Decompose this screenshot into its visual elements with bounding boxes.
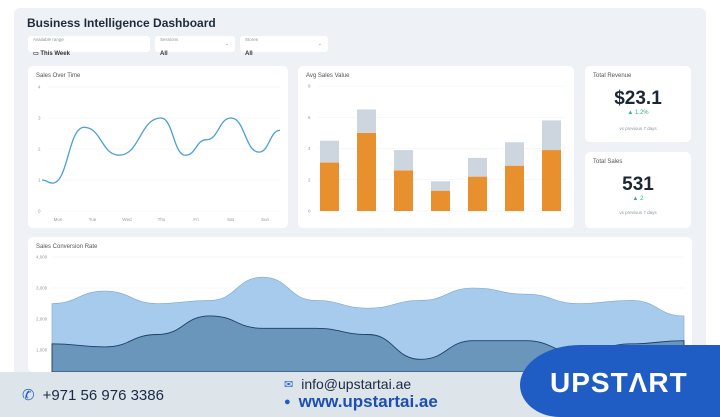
phone-icon: ✆ — [22, 387, 35, 404]
website-link[interactable]: www.upstartai.ae — [298, 392, 438, 411]
y-tick-label: 4,000 — [36, 255, 48, 260]
y-tick-label: 0 — [308, 209, 311, 214]
filter-value: All — [160, 51, 168, 57]
bar-chart: 0 2 4 6 8 — [308, 84, 566, 214]
chevron-down-icon: ⌄ — [224, 41, 229, 47]
sales-line — [41, 117, 281, 184]
bar-primary — [357, 132, 376, 211]
avg-sales-card: Avg Sales Value 0 2 4 6 8 — [298, 66, 574, 228]
x-tick-label: Sat — [227, 217, 235, 222]
x-tick-label: Mon — [54, 217, 63, 222]
bar-primary — [468, 176, 487, 211]
bar-primary — [320, 162, 339, 211]
bar-secondary — [394, 150, 413, 171]
upstart-logo: UPSTΛRT — [520, 345, 720, 417]
kpi-subtext: vs previous 7 days — [619, 126, 657, 131]
x-tick-label: Tue — [89, 217, 97, 222]
bar-secondary — [468, 157, 487, 177]
kpi-value: $23.1 — [614, 88, 662, 109]
y-tick-label: 2,000 — [36, 317, 48, 322]
kpi-value: 531 — [622, 174, 654, 195]
bar-secondary — [431, 181, 450, 191]
x-tick-label: Fri — [193, 217, 198, 222]
card-title: Total Revenue — [593, 73, 632, 79]
kpi-subtext: vs previous 7 days — [619, 210, 657, 215]
sessions-filter[interactable]: Sessions All ⌄ — [155, 36, 235, 57]
date-range-filter[interactable]: Available range ▭ This Week — [28, 36, 150, 57]
area-chart: 1,000 2,000 3,000 4,000 — [36, 255, 685, 372]
y-tick-label: 4 — [308, 146, 311, 151]
chevron-down-icon: ⌄ — [317, 41, 322, 47]
y-tick-label: 8 — [308, 84, 311, 89]
y-tick-label: 6 — [308, 115, 311, 120]
y-tick-label: 0 — [38, 209, 41, 214]
x-tick-label: Wed — [122, 217, 132, 222]
y-tick-label: 2 — [308, 177, 311, 182]
sales-over-time-card: Sales Over Time 0 1 2 3 4 Mon Tue Wed Thu Fri Sat S… — [28, 66, 288, 228]
x-tick-label: Sun — [261, 217, 270, 222]
globe-icon: ● — [284, 396, 291, 408]
card-title: Sales Over Time — [36, 73, 81, 79]
phone-contact: ✆ +971 56 976 3386 — [22, 386, 164, 405]
y-tick-label: 4 — [38, 85, 41, 90]
y-tick-label: 1 — [38, 178, 41, 183]
filter-label: Sessions — [160, 37, 179, 42]
bar-secondary — [320, 140, 339, 163]
phone-number: +971 56 976 3386 — [42, 386, 164, 404]
email-icon: ✉ — [284, 378, 294, 391]
y-tick-label: 2 — [38, 147, 41, 152]
filter-label: Available range — [33, 37, 64, 42]
filter-value: This Week — [40, 51, 70, 57]
filter-label: Stores — [245, 37, 259, 42]
kpi-delta: ▲ 2 — [632, 196, 644, 202]
calendar-icon: ▭ — [33, 51, 41, 57]
bar-primary — [505, 165, 524, 211]
total-sales-card: Total Sales 531 ▲ 2 vs previous 7 days — [585, 152, 691, 228]
bar-secondary — [542, 120, 561, 151]
card-title: Total Sales — [593, 159, 623, 165]
total-revenue-card: Total Revenue $23.1 ▲ 1.2% vs previous 7… — [585, 66, 691, 142]
y-tick-label: 3,000 — [36, 286, 48, 291]
bar-primary — [542, 150, 561, 211]
bar-primary — [394, 170, 413, 211]
stores-filter[interactable]: Stores All ⌄ — [240, 36, 328, 57]
kpi-delta: ▲ 1.2% — [627, 110, 649, 116]
line-chart: 0 1 2 3 4 Mon Tue Wed Thu Fri Sat Sun — [38, 85, 281, 222]
email-link[interactable]: info@upstartai.ae — [301, 376, 412, 392]
card-title: Avg Sales Value — [306, 73, 350, 79]
bar-secondary — [357, 109, 376, 133]
y-tick-label: 1,000 — [36, 348, 48, 353]
x-tick-label: Thu — [158, 217, 166, 222]
bar-secondary — [505, 142, 524, 166]
conversion-card: Sales Conversion Rate 1,000 2,000 3,000 4,0… — [28, 237, 692, 372]
card-title: Sales Conversion Rate — [36, 244, 98, 250]
filter-value: All — [245, 51, 253, 57]
y-tick-label: 3 — [38, 116, 41, 121]
page-title: Business Intelligence Dashboard — [27, 16, 216, 30]
bar-primary — [431, 190, 450, 211]
